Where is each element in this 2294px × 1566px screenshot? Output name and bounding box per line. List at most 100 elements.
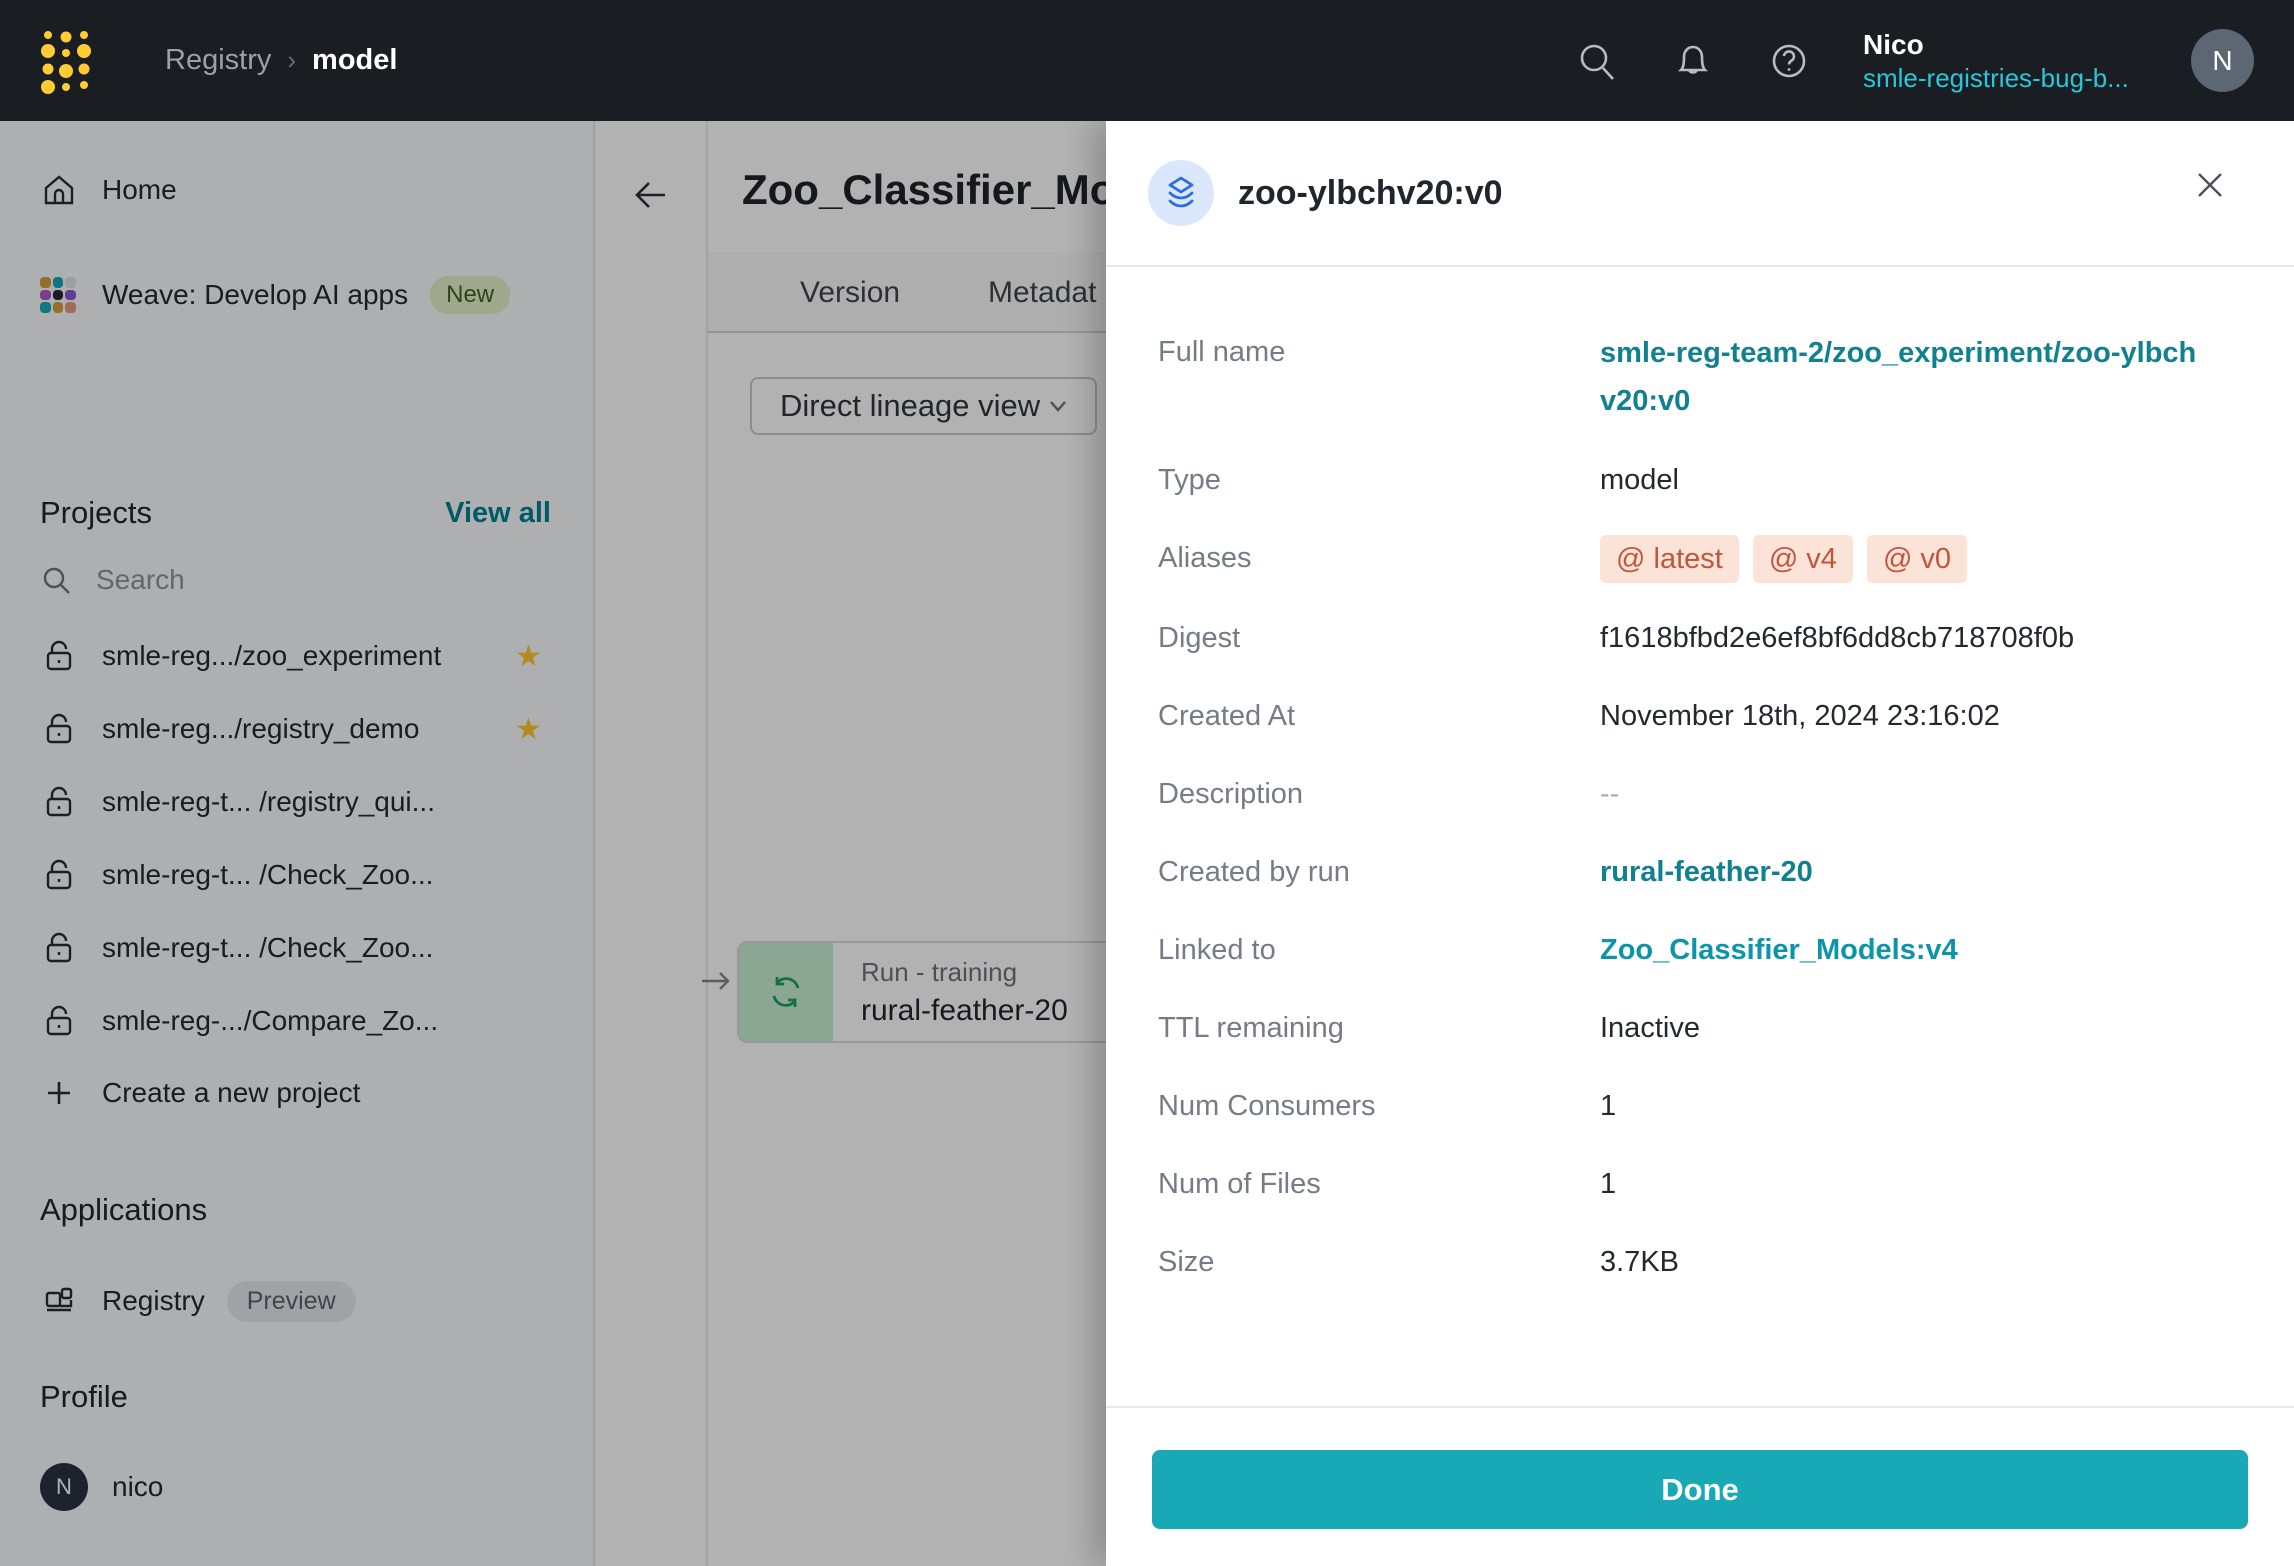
top-navigation-bar: Registry › model Nico smle-registries-bu… bbox=[0, 0, 2294, 121]
profile-name: nico bbox=[112, 1471, 164, 1502]
user-organization: smle-registries-bug-b... bbox=[1863, 62, 2129, 93]
sidebar-project-item[interactable]: smle-reg-t... /Check_Zoo... bbox=[0, 924, 593, 972]
sidebar-project-item[interactable]: smle-reg-t... /registry_qui... bbox=[0, 778, 593, 826]
field-value: November 18th, 2024 23:16:02 bbox=[1600, 700, 2000, 732]
registry-label: Registry bbox=[102, 1285, 205, 1316]
alias-badge[interactable]: @ v0 bbox=[1866, 535, 1968, 583]
avatar[interactable]: N bbox=[2191, 29, 2254, 92]
project-label: smle-reg.../registry_demo bbox=[102, 713, 420, 744]
lineage-run-node[interactable]: Run - training rural-feather-20 bbox=[737, 941, 1137, 1043]
project-label: smle-reg-.../Compare_Zo... bbox=[102, 1005, 439, 1036]
project-search[interactable] bbox=[0, 556, 593, 604]
created-by-run-link[interactable]: rural-feather-20 bbox=[1600, 856, 1813, 888]
close-icon[interactable] bbox=[2190, 165, 2230, 205]
sidebar-item-home[interactable]: Home bbox=[0, 166, 593, 214]
drawer-header: zoo-ylbchv20:v0 bbox=[1106, 121, 2294, 267]
profile-heading: Profile bbox=[40, 1379, 128, 1414]
lock-icon bbox=[46, 859, 72, 890]
breadcrumb-registry-link[interactable]: Registry bbox=[165, 44, 272, 76]
alias-badge[interactable]: @ v4 bbox=[1752, 535, 1853, 583]
project-label: smle-reg.../zoo_experiment bbox=[102, 640, 442, 671]
wandb-logo-icon[interactable] bbox=[38, 27, 94, 95]
search-input[interactable] bbox=[96, 564, 476, 596]
drawer-footer: Done bbox=[1106, 1406, 2294, 1566]
project-label: smle-reg-t... /Check_Zoo... bbox=[102, 859, 434, 890]
field-label: Linked to bbox=[1158, 934, 1276, 966]
user-name: Nico bbox=[1863, 28, 1924, 60]
new-badge: New bbox=[430, 276, 511, 314]
user-account-menu[interactable]: Nico smle-registries-bug-b... bbox=[1863, 28, 2163, 94]
field-label: Created by run bbox=[1158, 856, 1350, 888]
sidebar-project-item[interactable]: smle-reg-t... /Check_Zoo... bbox=[0, 851, 593, 899]
collection-title: Zoo_Classifier_Mo bbox=[742, 166, 1116, 213]
field-value: model bbox=[1600, 464, 1679, 496]
sidebar-item-label: Weave: Develop AI apps bbox=[102, 279, 409, 310]
search-icon[interactable] bbox=[1575, 39, 1619, 83]
weave-icon bbox=[40, 277, 76, 313]
field-label: Size bbox=[1158, 1246, 1215, 1278]
field-label: TTL remaining bbox=[1158, 1012, 1344, 1044]
lock-icon bbox=[46, 1005, 72, 1036]
sidebar-item-registry[interactable]: Registry Preview bbox=[0, 1277, 593, 1325]
breadcrumb: Registry › model bbox=[165, 0, 397, 121]
field-value: Inactive bbox=[1600, 1012, 1700, 1044]
view-all-link[interactable]: View all bbox=[445, 497, 551, 529]
field-value: 3.7KB bbox=[1600, 1246, 1679, 1278]
sidebar-item-label: Home bbox=[102, 174, 177, 205]
lock-icon bbox=[46, 640, 72, 671]
applications-heading: Applications bbox=[40, 1192, 208, 1227]
alias-badge[interactable]: @ latest bbox=[1600, 535, 1739, 583]
field-row-size: Size 3.7KB bbox=[1158, 1239, 2246, 1285]
home-icon bbox=[44, 175, 74, 205]
tab-metadata[interactable]: Metadat bbox=[988, 275, 1097, 309]
field-label: Num of Files bbox=[1158, 1168, 1321, 1200]
artifact-version-icon bbox=[1148, 160, 1214, 226]
sidebar-project-item[interactable]: smle-reg-.../Compare_Zo... bbox=[0, 997, 593, 1045]
field-row-type: Type model bbox=[1158, 457, 2246, 503]
field-label: Created At bbox=[1158, 700, 1296, 732]
field-row-num-consumers: Num Consumers 1 bbox=[1158, 1083, 2246, 1129]
run-node-accent bbox=[739, 943, 833, 1041]
sidebar-project-item[interactable]: smle-reg.../zoo_experiment ★ bbox=[0, 632, 593, 680]
tab-version[interactable]: Version bbox=[800, 275, 901, 309]
lineage-view-selector[interactable]: Direct lineage view bbox=[750, 377, 1097, 435]
field-row-digest: Digest f1618bfbd2e6ef8bf6dd8cb718708f0b bbox=[1158, 615, 2246, 661]
linked-to-link[interactable]: Zoo_Classifier_Models:v4 bbox=[1600, 934, 1958, 966]
lineage-edge-arrow-icon bbox=[702, 972, 730, 990]
back-strip bbox=[595, 121, 708, 1566]
run-node-type-label: Run - training bbox=[861, 956, 1018, 987]
lock-icon bbox=[46, 786, 72, 817]
artifact-details-drawer: zoo-ylbchv20:v0 Full name smle-reg-team-… bbox=[1106, 121, 2294, 1566]
field-value: f1618bfbd2e6ef8bf6dd8cb718708f0b bbox=[1600, 622, 2075, 654]
create-new-project-button[interactable]: Create a new project bbox=[0, 1069, 593, 1117]
field-label: Description bbox=[1158, 778, 1304, 810]
lock-icon bbox=[46, 713, 72, 744]
profile-avatar: N bbox=[40, 1463, 88, 1511]
field-label: Full name bbox=[1158, 336, 1286, 368]
projects-heading: Projects bbox=[40, 495, 152, 530]
field-row-created-by-run: Created by run rural-feather-20 bbox=[1158, 849, 2246, 895]
back-arrow-icon[interactable] bbox=[629, 173, 673, 217]
layers-icon bbox=[1168, 176, 1194, 208]
star-icon[interactable]: ★ bbox=[515, 712, 542, 746]
field-label: Num Consumers bbox=[1158, 1090, 1376, 1122]
registry-icon bbox=[45, 1287, 73, 1312]
chevron-down-icon bbox=[1050, 401, 1066, 412]
full-name-link[interactable]: smle-reg-team-2/zoo_experiment/zoo-ylbch… bbox=[1600, 337, 2197, 417]
field-row-full-name: Full name smle-reg-team-2/zoo_experiment… bbox=[1158, 329, 2246, 425]
sidebar-item-weave[interactable]: Weave: Develop AI apps New bbox=[0, 271, 593, 319]
field-value: -- bbox=[1600, 778, 1620, 810]
lock-icon bbox=[46, 932, 72, 963]
done-button[interactable]: Done bbox=[1152, 1450, 2248, 1529]
artifact-version-title: zoo-ylbchv20:v0 bbox=[1238, 173, 1503, 212]
breadcrumb-separator: › bbox=[287, 45, 297, 75]
create-project-label: Create a new project bbox=[102, 1077, 361, 1108]
help-icon[interactable] bbox=[1767, 39, 1811, 83]
field-label: Digest bbox=[1158, 622, 1241, 654]
sidebar-project-item[interactable]: smle-reg.../registry_demo ★ bbox=[0, 705, 593, 753]
field-row-aliases: Aliases @ latest @ v4 @ v0 bbox=[1158, 535, 2246, 583]
field-row-num-files: Num of Files 1 bbox=[1158, 1161, 2246, 1207]
notifications-bell-icon[interactable] bbox=[1671, 39, 1715, 83]
star-icon[interactable]: ★ bbox=[515, 639, 542, 673]
sidebar-item-profile[interactable]: N nico bbox=[0, 1463, 593, 1511]
